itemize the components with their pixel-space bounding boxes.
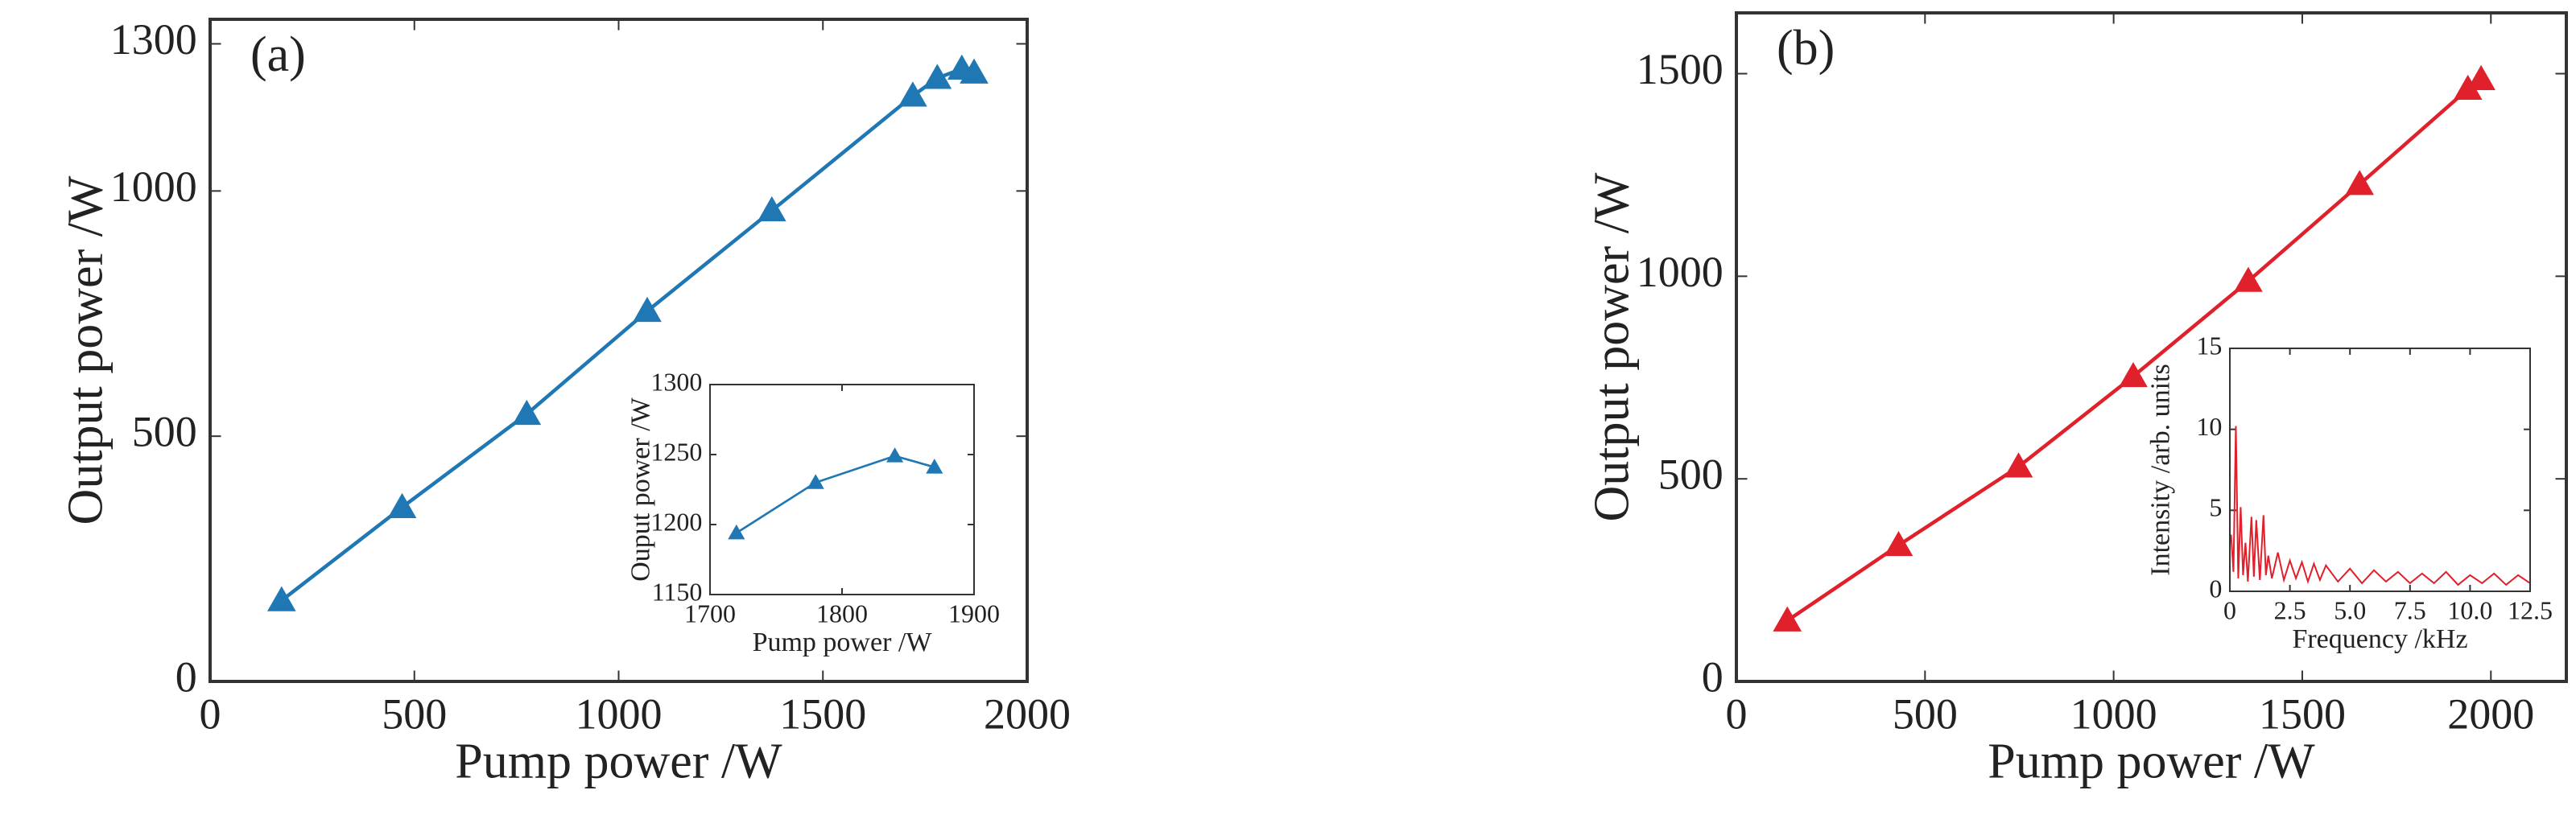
panel-label: (b) <box>1777 21 1835 76</box>
marker <box>2234 266 2263 292</box>
x-tick-label: 2000 <box>984 689 1071 738</box>
plot-area <box>2230 348 2530 591</box>
x-tick-label: 1000 <box>2070 689 2157 738</box>
x-axis-label: Pump power /W <box>753 628 933 657</box>
x-tick-label: 1700 <box>684 599 736 628</box>
x-tick-label: 1000 <box>576 689 663 738</box>
x-tick-label: 5.0 <box>2334 596 2366 625</box>
series-line <box>1786 77 2483 623</box>
y-tick-label: 1250 <box>650 437 702 466</box>
series-line <box>736 455 935 534</box>
marker <box>728 524 745 540</box>
axes-frame <box>1735 11 2568 683</box>
y-tick-label: 10 <box>2196 412 2222 441</box>
marker <box>807 474 824 489</box>
y-tick-label: 5 <box>2209 493 2222 522</box>
y-axis-label: Ouput power /W <box>626 397 656 581</box>
y-axis-label: Intensity /arb. units <box>2146 364 2176 575</box>
marker <box>2119 361 2148 388</box>
panel-label: (a) <box>250 27 306 82</box>
y-tick-label: 1000 <box>110 163 197 211</box>
marker <box>266 586 296 611</box>
x-tick-label: 0 <box>200 689 221 738</box>
y-tick-label: 15 <box>2196 331 2222 360</box>
marker <box>898 81 927 107</box>
axes-frame <box>709 384 975 595</box>
x-tick-label: 2000 <box>2447 689 2534 738</box>
marker <box>2467 64 2496 90</box>
marker <box>923 64 952 89</box>
marker <box>387 492 417 518</box>
y-axis-label: Output power /W <box>1585 172 1640 521</box>
marker <box>2453 74 2483 101</box>
y-tick-label: 1000 <box>1637 248 1724 296</box>
marker <box>960 58 989 84</box>
x-tick-label: 1800 <box>816 599 868 628</box>
x-tick-label: 500 <box>1893 689 1958 738</box>
x-axis-label: Frequency /kHz <box>2292 624 2467 654</box>
marker <box>1884 530 1913 557</box>
marker <box>757 195 786 222</box>
y-tick-label: 500 <box>1658 451 1724 499</box>
y-tick-label: 1300 <box>110 15 197 64</box>
y-tick-label: 1150 <box>652 577 703 606</box>
x-tick-label: 1500 <box>779 689 866 738</box>
x-axis-label: Pump power /W <box>1988 735 2315 789</box>
plot-area <box>710 385 974 595</box>
marker <box>2004 452 2033 478</box>
x-tick-label: 1900 <box>948 599 1000 628</box>
x-tick-label: 500 <box>382 689 447 738</box>
y-tick-label: 0 <box>2209 574 2222 603</box>
marker <box>886 447 904 463</box>
marker <box>1773 606 1802 632</box>
x-tick-label: 7.5 <box>2394 596 2426 625</box>
y-tick-label: 1200 <box>650 507 702 536</box>
marker <box>926 459 943 474</box>
y-tick-label: 1300 <box>650 367 702 396</box>
axes-frame <box>2229 348 2531 592</box>
x-tick-label: 0 <box>1726 689 1748 738</box>
y-tick-label: 0 <box>175 652 197 701</box>
y-tick-label: 0 <box>1702 652 1724 701</box>
x-tick-label: 2.5 <box>2274 596 2306 625</box>
marker <box>512 399 542 426</box>
y-tick-label: 1500 <box>1637 45 1724 93</box>
series-line <box>2230 426 2531 586</box>
y-axis-label: Output power /W <box>59 175 114 525</box>
x-tick-label: 10.0 <box>2447 596 2492 625</box>
x-tick-label: 1500 <box>2259 689 2346 738</box>
x-tick-label: 0 <box>2223 596 2236 625</box>
marker <box>633 296 662 323</box>
x-axis-label: Pump power /W <box>455 735 782 789</box>
axes-frame <box>208 18 1029 683</box>
marker <box>2345 170 2375 195</box>
x-tick-label: 12.5 <box>2508 596 2553 625</box>
y-tick-label: 500 <box>132 408 197 456</box>
